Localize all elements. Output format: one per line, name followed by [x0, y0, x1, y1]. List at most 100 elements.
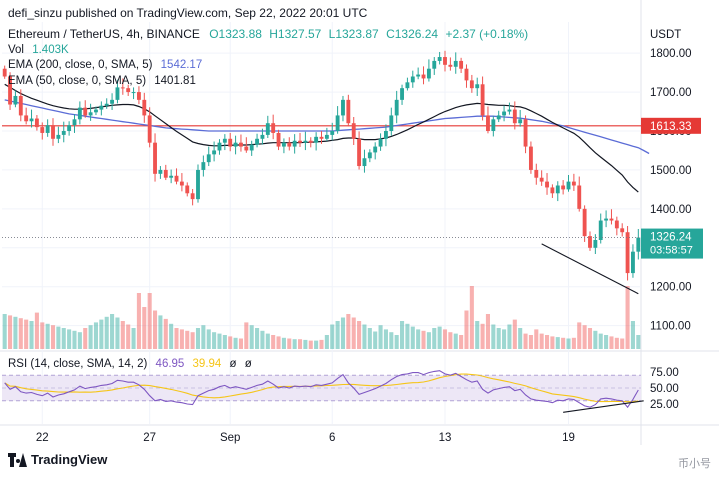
- volume-bar-57: [308, 340, 313, 349]
- volume-bar-60: [324, 335, 329, 349]
- volume-bar-1: [8, 315, 13, 349]
- ema200-legend[interactable]: EMA (200, close, 0, SMA, 5) 1542.17: [8, 59, 202, 71]
- symbol-legend[interactable]: Ethereum / TetherUS, 4h, BINANCE O1323.8…: [8, 27, 528, 41]
- brand-text: TradingView: [31, 452, 108, 467]
- rsi-extra-1: ø: [229, 358, 237, 370]
- candle-body-41: [222, 138, 227, 143]
- volume-bar-76: [410, 326, 415, 349]
- candle-body-58: [314, 136, 319, 143]
- volume-bar-12: [67, 329, 72, 349]
- volume-bar-56: [303, 339, 308, 349]
- candle-body-1: [8, 76, 12, 105]
- volume-bar-27: [147, 293, 152, 349]
- ema50-value: 1401.81: [154, 75, 196, 87]
- candle-body-107: [577, 185, 582, 209]
- price-label-0: 1800.00: [650, 48, 692, 60]
- candle-body-74: [400, 88, 404, 100]
- volume-bar-52: [281, 337, 286, 349]
- candle-body-99: [534, 169, 539, 178]
- candle-body-24: [131, 92, 136, 94]
- candle-body-9: [51, 125, 55, 139]
- volume-bar-15: [83, 328, 88, 349]
- volume-bar-37: [201, 325, 206, 349]
- volume-bar-22: [120, 321, 125, 349]
- volume-bar-102: [550, 336, 555, 349]
- volume-bar-9: [50, 325, 56, 349]
- ema50-legend[interactable]: EMA (50, close, 0, SMA, 5) 1401.81: [8, 75, 196, 87]
- rsi-line: [4, 370, 639, 409]
- volume-bar-75: [405, 323, 410, 349]
- volume-bar-101: [544, 335, 550, 349]
- price-label-6: 1100.00: [650, 321, 691, 333]
- candle-body-92: [496, 115, 501, 120]
- candle-body-69: [373, 146, 378, 153]
- volume-bar-8: [45, 323, 50, 349]
- price-label-3: 1500.00: [650, 165, 692, 177]
- volume-bar-106: [571, 337, 576, 349]
- volume-bar-87: [469, 286, 474, 349]
- volume-bar-42: [228, 336, 233, 349]
- candle-body-21: [115, 87, 120, 100]
- candle-body-56: [303, 140, 308, 143]
- rsi-legend[interactable]: RSI (14, close, SMA, 14, 2) 46.95 39.94 …: [8, 358, 252, 370]
- candle-body-29: [158, 169, 163, 174]
- volume-bar-109: [587, 328, 593, 349]
- volume-bar-81: [437, 326, 442, 349]
- candle-body-50: [271, 123, 276, 133]
- tradingview-brand[interactable]: TradingView: [8, 452, 107, 467]
- candle-body-37: [201, 162, 206, 170]
- volume-bar-32: [174, 328, 179, 349]
- candle-body-93: [502, 111, 507, 116]
- candle-body-68: [367, 152, 372, 159]
- ohlc-high: H1327.57: [269, 27, 322, 41]
- volume-bar-16: [88, 325, 93, 349]
- candle-body-65: [351, 123, 356, 139]
- volume-bar-43: [233, 337, 238, 349]
- candle-body-46: [249, 144, 254, 151]
- volume-bar-77: [416, 329, 421, 349]
- volume-bar-51: [276, 336, 281, 349]
- volume-legend[interactable]: Vol 1.403K: [8, 44, 69, 56]
- volume-bar-90: [485, 314, 491, 349]
- rsi-support-trendline: [563, 400, 644, 413]
- time-label-1: 27: [143, 432, 156, 444]
- candle-body-82: [443, 57, 447, 65]
- candle-body-87: [469, 80, 474, 89]
- candle-body-66: [357, 138, 362, 167]
- ohlc-change: +2.37 (+0.18%): [445, 27, 529, 41]
- volume-bar-3: [18, 318, 23, 349]
- support-trendline: [541, 243, 639, 295]
- volume-bar-0: [2, 314, 7, 349]
- candle-body-34: [185, 185, 190, 194]
- candle-body-47: [255, 138, 259, 145]
- volume-bar-95: [512, 319, 517, 349]
- symbol-title: Ethereum / TetherUS, 4h, BINANCE: [8, 27, 200, 41]
- volume-bar-21: [115, 317, 120, 349]
- candle-body-15: [83, 107, 88, 116]
- volume-bar-66: [357, 321, 362, 349]
- rsi-ma-value: 39.94: [192, 358, 222, 370]
- candle-body-38: [206, 154, 211, 163]
- candle-body-4: [24, 115, 29, 122]
- volume-bar-31: [169, 323, 174, 349]
- volume-bar-40: [217, 333, 222, 349]
- time-label-0: 22: [36, 432, 49, 444]
- volume-bar-118: [636, 335, 641, 349]
- candle-body-103: [555, 185, 560, 194]
- volume-bar-54: [292, 339, 297, 349]
- volume-bar-103: [555, 337, 560, 349]
- candle-body-61: [330, 131, 335, 135]
- candle-body-17: [94, 109, 98, 113]
- volume-bar-34: [185, 330, 190, 349]
- candle-body-97: [523, 119, 528, 147]
- volume-bar-110: [593, 330, 598, 349]
- volume-bar-114: [614, 337, 619, 349]
- volume-bar-67: [362, 324, 367, 349]
- candle-body-35: [190, 193, 195, 200]
- candle-body-105: [566, 181, 571, 190]
- candle-body-91: [491, 119, 496, 131]
- candle-body-48: [260, 134, 265, 139]
- candle-body-44: [239, 142, 243, 147]
- candle-body-84: [453, 60, 458, 67]
- candle-body-112: [604, 218, 609, 221]
